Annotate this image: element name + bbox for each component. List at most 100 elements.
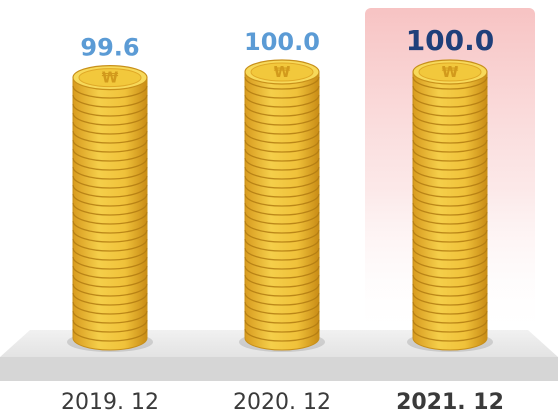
coin-edge [72, 130, 148, 144]
coin-edge [244, 247, 320, 261]
coin-edge [244, 148, 320, 162]
coin-edge [72, 229, 148, 243]
coin-edge [244, 184, 320, 198]
coin-edge [412, 328, 488, 342]
coin-top-inner [418, 62, 482, 82]
coin-edge [412, 184, 488, 198]
value-label: 100.0 [406, 24, 495, 57]
coin-edge [244, 175, 320, 189]
coin-edge [244, 229, 320, 243]
coin-edge [244, 301, 320, 315]
coin-edge [244, 265, 320, 279]
coin-edge [72, 94, 148, 108]
coin-edge [412, 319, 488, 333]
coin-edge [244, 112, 320, 126]
coin-edge [72, 328, 148, 342]
coin-edge [72, 193, 148, 207]
coin-edge [244, 211, 320, 225]
coin-edge [72, 274, 148, 288]
coin-edge [72, 184, 148, 198]
coin-edge [244, 85, 320, 99]
category-label: 2021. 12 [396, 390, 504, 415]
coin-edge [244, 328, 320, 342]
coin-edge [72, 166, 148, 180]
coin-edge [412, 202, 488, 216]
coin-edge [412, 292, 488, 306]
category-labels: 2019. 12 2020. 12 2021. 12 [61, 390, 504, 415]
coin-edge [244, 319, 320, 333]
coin-edge [412, 166, 488, 180]
coin-edge [72, 157, 148, 171]
coin-stack-bar: ₩ [407, 59, 493, 352]
value-label: 99.6 [80, 34, 139, 62]
coin-edge [244, 76, 320, 90]
coin-edge [412, 76, 488, 90]
coin-edge [72, 265, 148, 279]
coin-edge [72, 121, 148, 135]
coin-edge [72, 139, 148, 153]
coin-edge [72, 211, 148, 225]
won-sign-icon: ₩ [274, 63, 291, 81]
coin-edge [412, 274, 488, 288]
coin-edge [244, 130, 320, 144]
coin-edge [244, 310, 320, 324]
coin-edge [72, 292, 148, 306]
coin-edge [412, 130, 488, 144]
coin-edge [412, 121, 488, 135]
coin-edge [244, 193, 320, 207]
coin-edge [72, 238, 148, 252]
coin-edge [412, 112, 488, 126]
coin-edge [412, 175, 488, 189]
coin-edge [412, 220, 488, 234]
coin-edge [72, 112, 148, 126]
coin-stack-bar: ₩ [67, 64, 153, 352]
floor-front [0, 357, 558, 381]
coin-edge [412, 310, 488, 324]
coin-edge [412, 157, 488, 171]
coin-edge [412, 229, 488, 243]
coin-top-inner [250, 62, 314, 82]
coin-edge [244, 238, 320, 252]
coin-edge [72, 175, 148, 189]
coin-edge [72, 283, 148, 297]
coin-edge [244, 166, 320, 180]
coin-edge [72, 103, 148, 117]
coin-stacks: ₩ ₩ ₩ [67, 59, 493, 352]
category-label: 2019. 12 [61, 390, 159, 415]
coin-edge [412, 256, 488, 270]
coin-edge [72, 301, 148, 315]
coin-edge [412, 283, 488, 297]
coin-edge [72, 85, 148, 99]
category-label: 2020. 12 [233, 390, 331, 415]
coin-edge [72, 256, 148, 270]
stack-body [72, 77, 148, 351]
coin-edge [244, 283, 320, 297]
coin-edge [72, 310, 148, 324]
coin-edge [244, 256, 320, 270]
coin-edge [244, 292, 320, 306]
coin-edge [72, 148, 148, 162]
coin-edge [412, 103, 488, 117]
coin-edge [72, 220, 148, 234]
coin-edge [412, 139, 488, 153]
coin-edge [412, 148, 488, 162]
coin-edge [72, 319, 148, 333]
coin-edge [244, 202, 320, 216]
coin-edge [244, 157, 320, 171]
coin-edge [244, 139, 320, 153]
coin-edge [412, 238, 488, 252]
coin-edge [244, 220, 320, 234]
value-label: 100.0 [244, 28, 320, 56]
coin-edge [412, 211, 488, 225]
coin-edge [244, 94, 320, 108]
coin-edge [412, 265, 488, 279]
won-sign-icon: ₩ [102, 69, 119, 87]
coin-edge [244, 103, 320, 117]
coin-edge [244, 121, 320, 135]
won-sign-icon: ₩ [442, 63, 459, 81]
coin-edge [72, 247, 148, 261]
coin-edge [412, 301, 488, 315]
coin-edge [412, 94, 488, 108]
